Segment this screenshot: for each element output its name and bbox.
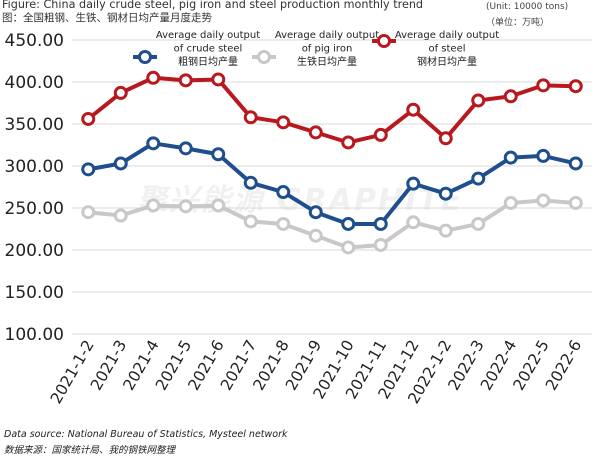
data-point-pig-iron: [243, 214, 258, 229]
legend-label-steel: Average daily output: [395, 30, 499, 41]
data-point-steel: [471, 93, 486, 108]
source-note-en: Data source: National Bureau of Statisti…: [4, 429, 288, 440]
legend-marker-pig-iron: [257, 50, 271, 64]
y-tick-label: 400.00: [5, 73, 64, 93]
data-point-crude-steel: [503, 150, 518, 165]
legend-label-pig-iron: of pig iron: [302, 44, 353, 55]
data-point-steel: [503, 89, 518, 104]
series-line-steel: [86, 75, 578, 145]
y-tick-label: 350.00: [5, 115, 64, 135]
data-point-crude-steel: [81, 162, 96, 177]
legend-label-crude-steel: Average daily output: [156, 30, 260, 41]
legend-label-crude-steel: 粗钢日均产量: [178, 55, 238, 68]
data-point-crude-steel: [568, 156, 583, 171]
y-tick-label: 200.00: [5, 241, 64, 261]
data-point-steel: [113, 85, 128, 100]
legend-label-crude-steel: of crude steel: [174, 44, 243, 55]
data-point-steel: [276, 115, 291, 130]
data-point-pig-iron: [276, 216, 291, 231]
unit-label-zh: （单位：万吨）: [486, 18, 550, 28]
data-point-pig-iron: [341, 240, 356, 255]
x-tick-label: 2021-1-2: [47, 337, 98, 407]
data-point-pig-iron: [178, 199, 193, 214]
data-point-steel: [211, 72, 226, 87]
data-point-crude-steel: [211, 147, 226, 162]
data-point-steel: [438, 131, 453, 146]
data-point-pig-iron: [146, 198, 161, 213]
legend-label-steel: of steel: [428, 44, 465, 55]
y-tick-label: 100.00: [5, 325, 64, 345]
data-point-pig-iron: [503, 195, 518, 210]
data-point-pig-iron: [568, 195, 583, 210]
data-point-pig-iron: [308, 228, 323, 243]
data-point-crude-steel: [276, 185, 291, 200]
data-point-crude-steel: [146, 136, 161, 151]
data-point-crude-steel: [471, 171, 486, 186]
data-point-pig-iron: [113, 208, 128, 223]
data-point-pig-iron: [406, 215, 421, 230]
data-point-crude-steel: [243, 175, 258, 190]
data-point-crude-steel: [406, 176, 421, 191]
legend-marker-steel: [377, 34, 391, 48]
data-point-crude-steel: [373, 216, 388, 231]
y-tick-label: 300.00: [5, 157, 64, 177]
data-point-crude-steel: [341, 216, 356, 231]
data-point-pig-iron: [438, 223, 453, 238]
data-point-pig-iron: [211, 198, 226, 213]
legend-label-pig-iron: Average daily output: [275, 30, 379, 41]
data-point-steel: [146, 70, 161, 85]
data-point-crude-steel: [438, 186, 453, 201]
data-point-crude-steel: [113, 156, 128, 171]
series-line-crude-steel: [86, 141, 578, 226]
series-line-pig-iron: [86, 198, 578, 250]
y-tick-label: 450.00: [5, 31, 64, 51]
data-point-pig-iron: [373, 237, 388, 252]
data-point-steel: [178, 73, 193, 88]
data-point-pig-iron: [536, 193, 551, 208]
data-point-steel: [568, 79, 583, 94]
y-tick-label: 250.00: [5, 199, 64, 219]
data-point-steel: [341, 135, 356, 150]
y-tick-label: 150.00: [5, 283, 64, 303]
legend-label-pig-iron: 生铁日均产量: [297, 55, 357, 68]
data-point-steel: [406, 102, 421, 117]
data-point-pig-iron: [471, 216, 486, 231]
source-note-zh: 数据来源：国家统计局、我的钢铁网整理: [4, 445, 176, 456]
data-point-steel: [81, 111, 96, 126]
data-point-crude-steel: [178, 141, 193, 156]
data-point-pig-iron: [81, 205, 96, 220]
data-point-crude-steel: [308, 205, 323, 220]
legend-label-steel: 钢材日均产量: [417, 55, 477, 68]
chart-subtitle: 图：全国粗钢、生铁、钢材日均产量月度走势: [2, 12, 212, 24]
unit-label-en: (Unit: 10000 tons): [486, 2, 569, 12]
data-point-steel: [308, 125, 323, 140]
data-point-steel: [243, 110, 258, 125]
data-point-steel: [373, 127, 388, 142]
data-point-crude-steel: [536, 148, 551, 163]
legend-marker-crude-steel: [138, 50, 152, 64]
chart-title: Figure: China daily crude steel, pig iro…: [2, 0, 424, 11]
data-point-steel: [536, 78, 551, 93]
